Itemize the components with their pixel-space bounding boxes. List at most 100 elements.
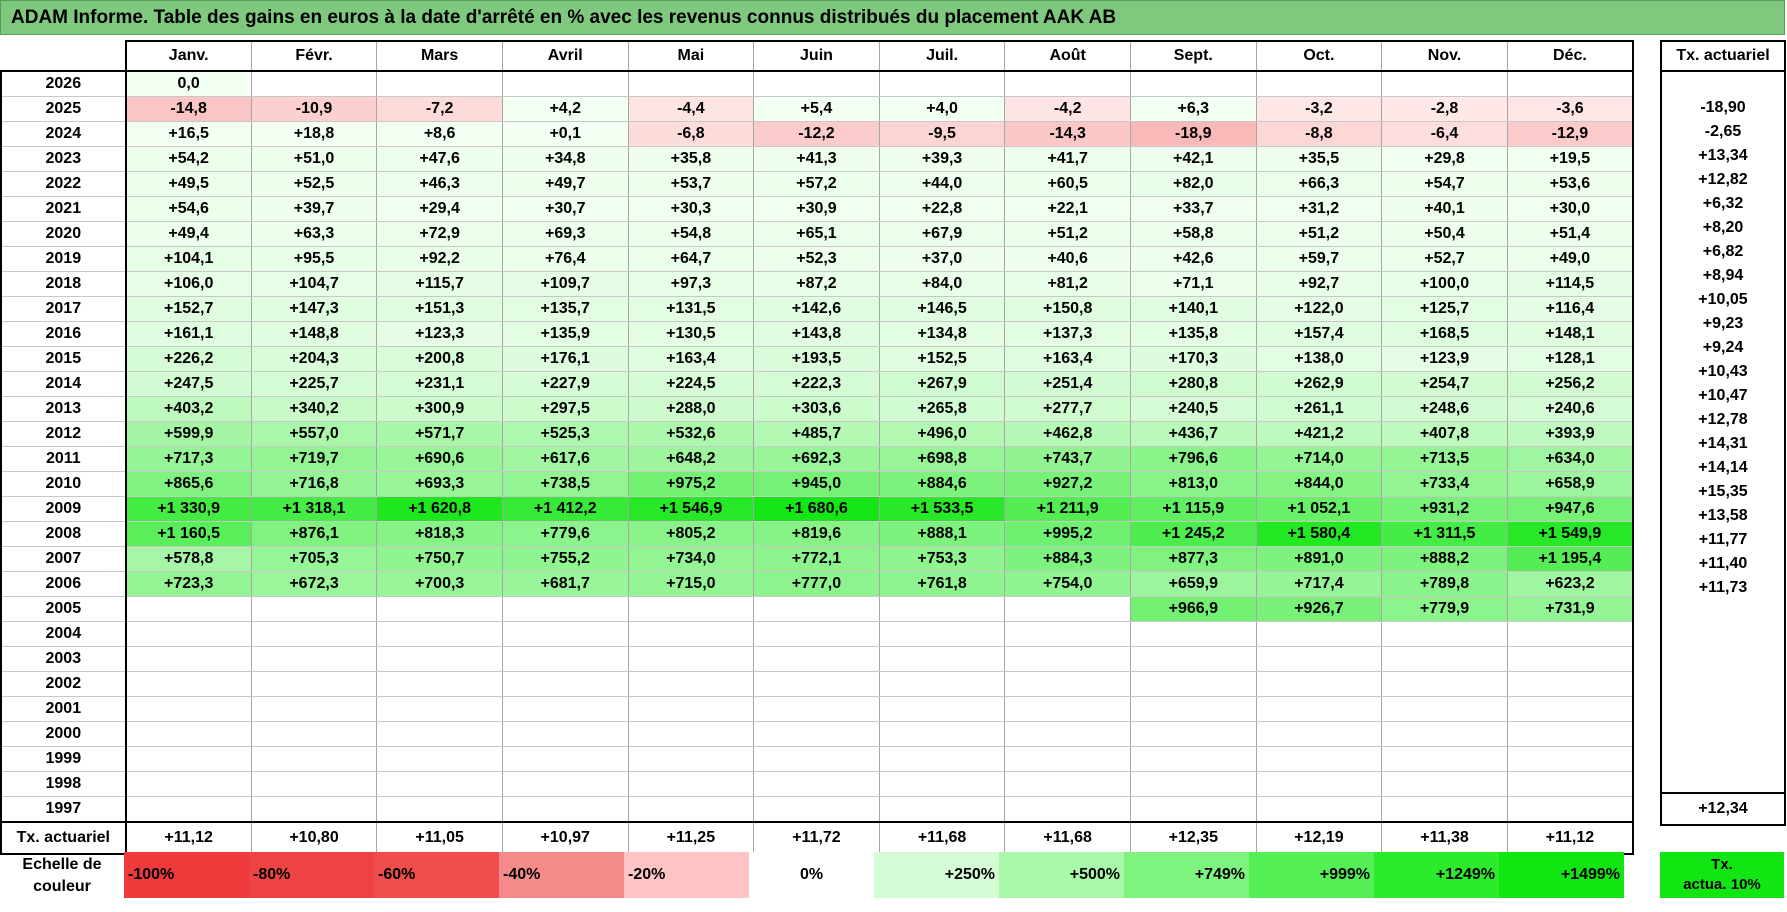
table-row: 2005 +966,9 +926,7 +779,9 +731,9	[0, 596, 1634, 622]
table-row: 2008 +1 160,5 +876,1 +818,3 +779,6 +805,2 +819…	[0, 521, 1634, 547]
gain-cell	[1004, 796, 1131, 823]
gain-cell: +772,1	[753, 546, 880, 572]
actuarial-rate-cell	[1660, 624, 1786, 648]
gain-cell: +123,3	[376, 321, 503, 347]
gain-cell: -12,9	[1506, 121, 1634, 147]
side-header-row: Tx. actuariel	[1660, 40, 1786, 72]
color-scale-swatch: -60%	[374, 852, 499, 898]
gain-cell	[1381, 621, 1508, 647]
table-row: 2000	[0, 721, 1634, 747]
gain-cell: +30,9	[753, 196, 880, 222]
gain-cell: +125,7	[1381, 296, 1508, 322]
gain-cell: +33,7	[1129, 196, 1257, 222]
gain-cell: +51,4	[1506, 221, 1634, 247]
gain-cell: +256,2	[1506, 371, 1634, 397]
gain-cell: +29,4	[376, 196, 503, 222]
gain-cell	[627, 696, 755, 722]
year-label: 2023	[0, 146, 127, 172]
gain-cell: +128,1	[1506, 346, 1634, 372]
gain-cell	[1381, 646, 1508, 672]
gain-cell: +340,2	[250, 396, 378, 422]
gain-cell: -4,2	[1004, 96, 1131, 122]
gain-cell	[501, 646, 629, 672]
gain-cell	[1255, 771, 1383, 797]
side-row: +14,31	[1660, 432, 1786, 456]
gain-cell	[125, 746, 252, 772]
side-row: +11,73	[1660, 576, 1786, 600]
gain-cell: +247,5	[125, 371, 252, 397]
gain-cell: +532,6	[627, 421, 755, 447]
footer-rate-cell: +11,72	[753, 821, 880, 855]
gain-cell	[1129, 796, 1257, 823]
gain-cell: +1 115,9	[1129, 496, 1257, 522]
year-label: 2004	[0, 621, 127, 647]
table-row: 2019 +104,1 +95,5 +92,2 +76,4 +64,7 +52,3 +37,0…	[0, 246, 1634, 272]
gain-cell	[250, 71, 378, 97]
footer-rate-cell: +11,12	[125, 821, 252, 855]
table-row: 2021 +54,6 +39,7 +29,4 +30,7 +30,3 +30,9 +22,8 +…	[0, 196, 1634, 222]
gain-cell: +731,9	[1506, 596, 1634, 622]
gain-cell: +72,9	[376, 221, 503, 247]
year-label: 2020	[0, 221, 127, 247]
gain-cell	[1255, 696, 1383, 722]
gain-cell: +81,2	[1004, 271, 1131, 297]
gain-cell: +393,9	[1506, 421, 1634, 447]
table-row: 2023 +54,2 +51,0 +47,6 +34,8 +35,8 +41,3 +39,3 +…	[0, 146, 1634, 172]
gain-cell: +931,2	[1381, 496, 1508, 522]
footer-label: Tx. actuariel	[0, 821, 127, 855]
table-row: 2002	[0, 671, 1634, 697]
gain-cell	[1129, 71, 1257, 97]
gain-cell	[501, 696, 629, 722]
gain-cell: +743,7	[1004, 446, 1131, 472]
gain-cell: +777,0	[753, 571, 880, 597]
gain-cell: +224,5	[627, 371, 755, 397]
side-row: -2,65	[1660, 120, 1786, 144]
gain-cell: +123,9	[1381, 346, 1508, 372]
gain-cell: +200,8	[376, 346, 503, 372]
gain-cell	[125, 696, 252, 722]
actuarial-rate-cell: +10,43	[1660, 360, 1786, 384]
gain-cell: 0,0	[125, 71, 252, 97]
gain-cell: +659,9	[1129, 571, 1257, 597]
gain-cell	[250, 596, 378, 622]
gain-cell	[501, 71, 629, 97]
color-scale-swatch: +1249%	[1374, 852, 1499, 898]
gain-cell: +1 680,6	[753, 496, 880, 522]
gain-cell: +138,0	[1255, 346, 1383, 372]
gain-cell	[376, 621, 503, 647]
gain-cell: +975,2	[627, 471, 755, 497]
month-header: Sept.	[1129, 40, 1257, 72]
gain-cell: +945,0	[753, 471, 880, 497]
month-header: Févr.	[250, 40, 378, 72]
gain-cell	[753, 646, 880, 672]
table-row: 2024 +16,5 +18,8 +8,6 +0,1 -6,8 -12,2 -9,5 -14,3…	[0, 121, 1634, 147]
gain-cell: +109,7	[501, 271, 629, 297]
gain-cell: +717,3	[125, 446, 252, 472]
year-label: 2025	[0, 96, 127, 122]
gain-cell	[1381, 721, 1508, 747]
side-footer-row: +12,34	[1660, 792, 1786, 826]
actuarial-rate-column: Tx. actuariel -18,90 -2,65 +13,34 +12,82 +6,3…	[1660, 40, 1786, 826]
year-label: 2018	[0, 271, 127, 297]
gain-cell	[1129, 646, 1257, 672]
table-row: 2015 +226,2 +204,3 +200,8 +176,1 +163,4 +193,5…	[0, 346, 1634, 372]
gain-cell: +1 580,4	[1255, 521, 1383, 547]
gain-cell: +891,0	[1255, 546, 1383, 572]
gain-cell: +1 195,4	[1506, 546, 1634, 572]
gain-cell	[125, 621, 252, 647]
actuarial-rate-cell: +14,14	[1660, 456, 1786, 480]
month-header: Avril	[501, 40, 629, 72]
gain-cell: +240,5	[1129, 396, 1257, 422]
actuarial-rate-cell: +11,40	[1660, 552, 1786, 576]
gain-cell	[1506, 696, 1634, 722]
header-row: Janv. Févr. Mars Avril Mai Juin Juil. Août Sept.…	[1, 40, 1634, 72]
gain-cell: +262,9	[1255, 371, 1383, 397]
gain-cell: +134,8	[878, 321, 1006, 347]
year-label: 2002	[0, 671, 127, 697]
gain-cell: -6,4	[1381, 121, 1508, 147]
gain-cell: +49,0	[1506, 246, 1634, 272]
gain-cell: +525,3	[501, 421, 629, 447]
gain-cell: +1 160,5	[125, 521, 252, 547]
footer-rate-cell: +11,25	[627, 821, 755, 855]
actuarial-rate-cell: +11,73	[1660, 576, 1786, 600]
